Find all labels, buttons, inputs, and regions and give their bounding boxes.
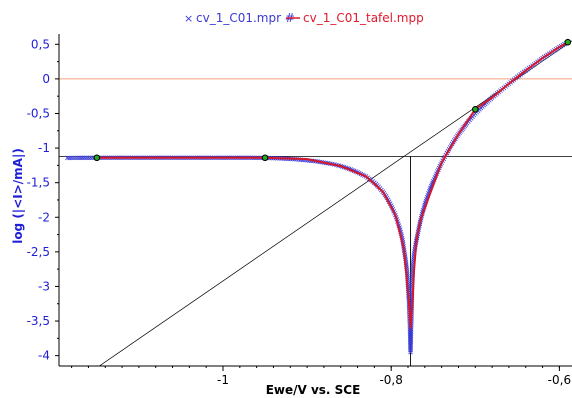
fit-series-line: [96, 41, 569, 329]
legend-fit-label: cv_1_C01_tafel.mpp: [303, 11, 424, 25]
y-tick-label: -1,5: [27, 176, 50, 190]
axes-layer: [58, 34, 572, 367]
x-tick-layer: -1 -0,8 -0,6: [71, 366, 571, 387]
legend-entry-measured[interactable]: × cv_1_C01.mpr #: [184, 11, 295, 25]
fit-endpoint-3[interactable]: [471, 106, 479, 113]
y-tick-label: -1: [38, 141, 50, 155]
tafel-line-2: [98, 40, 572, 366]
y-tick-label: -4: [38, 349, 50, 363]
y-axis-title: log (|<I>/mA|): [11, 148, 25, 244]
y-tick-label: -3: [38, 279, 50, 293]
y-tick-label: -3,5: [27, 314, 50, 328]
legend-svg: × cv_1_C01.mpr # cv_1_C01_tafel.mpp: [184, 11, 424, 25]
legend: × cv_1_C01.mpr # cv_1_C01_tafel.mpp: [0, 0, 572, 28]
tafel-guide-layer: [59, 40, 572, 366]
legend-measured-marker: ×: [184, 12, 193, 25]
x-tick-label: -0,6: [548, 373, 571, 387]
x-tick-label: -1: [217, 373, 229, 387]
y-tick-label: 0,5: [31, 37, 50, 51]
measured-series-layer: [65, 39, 571, 355]
y-tick-label: -0,5: [27, 106, 50, 120]
fit-endpoint-1[interactable]: [93, 154, 101, 162]
x-axis-title: Ewe/V vs. SCE: [266, 383, 361, 397]
y-tick-label: -2: [38, 210, 50, 224]
legend-measured-label: cv_1_C01.mpr #: [196, 11, 295, 25]
y-tick-label: 0: [42, 72, 50, 86]
legend-entry-fit[interactable]: cv_1_C01_tafel.mpp: [286, 11, 424, 25]
y-tick-layer: 0,5 0 -0,5 -1 -1,5 -2 -2,5 -3 -3,5 -4: [27, 37, 59, 363]
y-tick-label: -2,5: [27, 245, 50, 259]
fit-endpoint-2[interactable]: [261, 154, 269, 162]
fit-endpoint-layer: [93, 38, 572, 162]
fit-series-layer: [96, 41, 569, 329]
x-tick-label: -0,8: [379, 373, 402, 387]
fit-endpoint-4[interactable]: [564, 38, 572, 46]
